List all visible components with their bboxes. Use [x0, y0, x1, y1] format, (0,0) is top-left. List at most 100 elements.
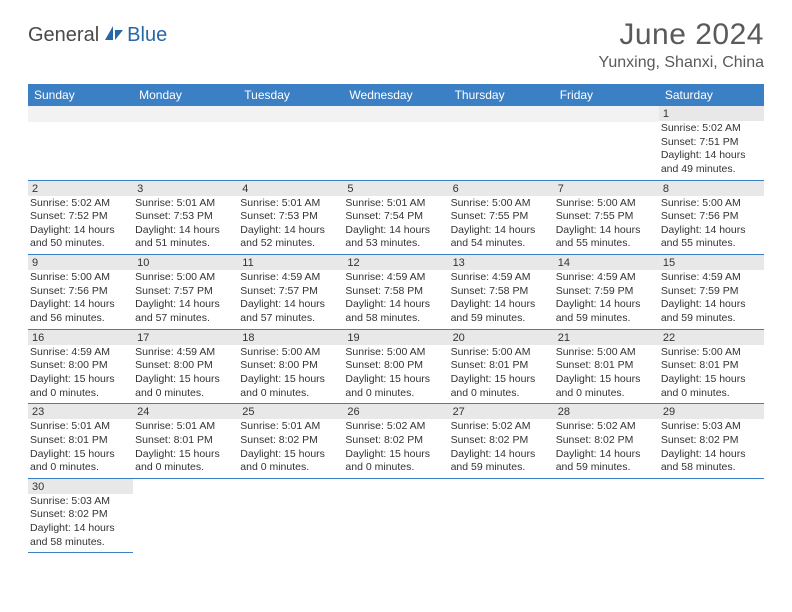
day-details: Sunrise: 4:59 AMSunset: 7:57 PMDaylight:… [238, 270, 343, 329]
day-number: 7 [554, 181, 659, 196]
day-number: 5 [343, 181, 448, 196]
calendar-day-cell: 2Sunrise: 5:02 AMSunset: 7:52 PMDaylight… [28, 180, 133, 255]
day-number: 22 [659, 330, 764, 345]
calendar-day-cell [449, 478, 554, 553]
day-number: 1 [659, 106, 764, 121]
location-text: Yunxing, Shanxi, China [599, 54, 764, 72]
day-number: 12 [343, 255, 448, 270]
day-number: 17 [133, 330, 238, 345]
calendar-day-cell: 19Sunrise: 5:00 AMSunset: 8:00 PMDayligh… [343, 329, 448, 404]
calendar-week-row: 16Sunrise: 4:59 AMSunset: 8:00 PMDayligh… [28, 329, 764, 404]
calendar-day-cell: 1Sunrise: 5:02 AMSunset: 7:51 PMDaylight… [659, 106, 764, 180]
day-header: Monday [133, 84, 238, 106]
month-title: June 2024 [599, 18, 764, 52]
calendar-day-cell: 11Sunrise: 4:59 AMSunset: 7:57 PMDayligh… [238, 255, 343, 330]
calendar-week-row: 9Sunrise: 5:00 AMSunset: 7:56 PMDaylight… [28, 255, 764, 330]
calendar-week-row: 1Sunrise: 5:02 AMSunset: 7:51 PMDaylight… [28, 106, 764, 180]
calendar-day-cell [554, 106, 659, 180]
calendar-day-cell: 3Sunrise: 5:01 AMSunset: 7:53 PMDaylight… [133, 180, 238, 255]
title-block: June 2024 Yunxing, Shanxi, China [599, 18, 764, 72]
day-details: Sunrise: 5:00 AMSunset: 7:56 PMDaylight:… [659, 196, 764, 255]
calendar-day-cell: 10Sunrise: 5:00 AMSunset: 7:57 PMDayligh… [133, 255, 238, 330]
calendar-day-cell: 26Sunrise: 5:02 AMSunset: 8:02 PMDayligh… [343, 404, 448, 479]
day-number: 10 [133, 255, 238, 270]
day-number: 6 [449, 181, 554, 196]
day-details: Sunrise: 5:00 AMSunset: 8:01 PMDaylight:… [659, 345, 764, 404]
day-number: 14 [554, 255, 659, 270]
calendar-day-cell: 28Sunrise: 5:02 AMSunset: 8:02 PMDayligh… [554, 404, 659, 479]
calendar-day-cell [238, 106, 343, 180]
sail-icon [103, 24, 125, 47]
day-details: Sunrise: 5:00 AMSunset: 8:00 PMDaylight:… [238, 345, 343, 404]
day-details: Sunrise: 5:01 AMSunset: 7:53 PMDaylight:… [238, 196, 343, 255]
calendar-day-cell [449, 106, 554, 180]
day-details: Sunrise: 5:02 AMSunset: 8:02 PMDaylight:… [449, 419, 554, 478]
calendar-day-cell: 25Sunrise: 5:01 AMSunset: 8:02 PMDayligh… [238, 404, 343, 479]
calendar-day-cell: 17Sunrise: 4:59 AMSunset: 8:00 PMDayligh… [133, 329, 238, 404]
calendar-day-cell: 29Sunrise: 5:03 AMSunset: 8:02 PMDayligh… [659, 404, 764, 479]
calendar-day-cell: 15Sunrise: 4:59 AMSunset: 7:59 PMDayligh… [659, 255, 764, 330]
day-details: Sunrise: 5:02 AMSunset: 7:52 PMDaylight:… [28, 196, 133, 255]
calendar-day-cell: 24Sunrise: 5:01 AMSunset: 8:01 PMDayligh… [133, 404, 238, 479]
day-header-row: Sunday Monday Tuesday Wednesday Thursday… [28, 84, 764, 106]
day-number: 23 [28, 404, 133, 419]
day-details: Sunrise: 5:00 AMSunset: 7:56 PMDaylight:… [28, 270, 133, 329]
page-header: General Blue June 2024 Yunxing, Shanxi, … [28, 18, 764, 72]
day-details: Sunrise: 5:00 AMSunset: 8:00 PMDaylight:… [343, 345, 448, 404]
calendar-day-cell: 13Sunrise: 4:59 AMSunset: 7:58 PMDayligh… [449, 255, 554, 330]
logo: General Blue [28, 18, 167, 47]
day-number: 11 [238, 255, 343, 270]
day-details: Sunrise: 5:01 AMSunset: 7:54 PMDaylight:… [343, 196, 448, 255]
calendar-week-row: 2Sunrise: 5:02 AMSunset: 7:52 PMDaylight… [28, 180, 764, 255]
day-details: Sunrise: 5:02 AMSunset: 8:02 PMDaylight:… [343, 419, 448, 478]
day-number: 2 [28, 181, 133, 196]
day-details: Sunrise: 5:03 AMSunset: 8:02 PMDaylight:… [28, 494, 133, 553]
calendar-day-cell: 18Sunrise: 5:00 AMSunset: 8:00 PMDayligh… [238, 329, 343, 404]
calendar-day-cell: 27Sunrise: 5:02 AMSunset: 8:02 PMDayligh… [449, 404, 554, 479]
day-number: 21 [554, 330, 659, 345]
calendar-day-cell: 20Sunrise: 5:00 AMSunset: 8:01 PMDayligh… [449, 329, 554, 404]
day-details: Sunrise: 4:59 AMSunset: 7:59 PMDaylight:… [659, 270, 764, 329]
day-details: Sunrise: 4:59 AMSunset: 8:00 PMDaylight:… [133, 345, 238, 404]
day-details: Sunrise: 4:59 AMSunset: 8:00 PMDaylight:… [28, 345, 133, 404]
day-details: Sunrise: 5:00 AMSunset: 8:01 PMDaylight:… [554, 345, 659, 404]
day-number: 4 [238, 181, 343, 196]
day-details: Sunrise: 5:02 AMSunset: 8:02 PMDaylight:… [554, 419, 659, 478]
day-details: Sunrise: 4:59 AMSunset: 7:58 PMDaylight:… [449, 270, 554, 329]
day-number: 30 [28, 479, 133, 494]
day-number: 29 [659, 404, 764, 419]
day-details: Sunrise: 4:59 AMSunset: 7:58 PMDaylight:… [343, 270, 448, 329]
calendar-day-cell [28, 106, 133, 180]
calendar-day-cell: 4Sunrise: 5:01 AMSunset: 7:53 PMDaylight… [238, 180, 343, 255]
day-number: 20 [449, 330, 554, 345]
calendar-table: Sunday Monday Tuesday Wednesday Thursday… [28, 84, 764, 553]
calendar-body: 1Sunrise: 5:02 AMSunset: 7:51 PMDaylight… [28, 106, 764, 553]
calendar-day-cell: 16Sunrise: 4:59 AMSunset: 8:00 PMDayligh… [28, 329, 133, 404]
day-number: 16 [28, 330, 133, 345]
logo-text-general: General [28, 24, 99, 47]
calendar-page: General Blue June 2024 Yunxing, Shanxi, … [0, 0, 792, 571]
calendar-day-cell [554, 478, 659, 553]
day-details: Sunrise: 5:01 AMSunset: 8:02 PMDaylight:… [238, 419, 343, 478]
logo-text-blue: Blue [127, 24, 167, 47]
day-number: 27 [449, 404, 554, 419]
calendar-day-cell: 9Sunrise: 5:00 AMSunset: 7:56 PMDaylight… [28, 255, 133, 330]
day-details: Sunrise: 5:01 AMSunset: 8:01 PMDaylight:… [28, 419, 133, 478]
day-number: 9 [28, 255, 133, 270]
calendar-day-cell [133, 106, 238, 180]
day-number: 3 [133, 181, 238, 196]
day-header: Friday [554, 84, 659, 106]
day-number: 25 [238, 404, 343, 419]
day-header: Sunday [28, 84, 133, 106]
calendar-day-cell: 14Sunrise: 4:59 AMSunset: 7:59 PMDayligh… [554, 255, 659, 330]
calendar-day-cell: 7Sunrise: 5:00 AMSunset: 7:55 PMDaylight… [554, 180, 659, 255]
calendar-day-cell: 6Sunrise: 5:00 AMSunset: 7:55 PMDaylight… [449, 180, 554, 255]
day-details: Sunrise: 5:00 AMSunset: 7:55 PMDaylight:… [554, 196, 659, 255]
calendar-day-cell: 8Sunrise: 5:00 AMSunset: 7:56 PMDaylight… [659, 180, 764, 255]
day-details: Sunrise: 4:59 AMSunset: 7:59 PMDaylight:… [554, 270, 659, 329]
day-details: Sunrise: 5:03 AMSunset: 8:02 PMDaylight:… [659, 419, 764, 478]
day-details: Sunrise: 5:01 AMSunset: 8:01 PMDaylight:… [133, 419, 238, 478]
calendar-day-cell: 22Sunrise: 5:00 AMSunset: 8:01 PMDayligh… [659, 329, 764, 404]
day-number: 24 [133, 404, 238, 419]
day-header: Tuesday [238, 84, 343, 106]
